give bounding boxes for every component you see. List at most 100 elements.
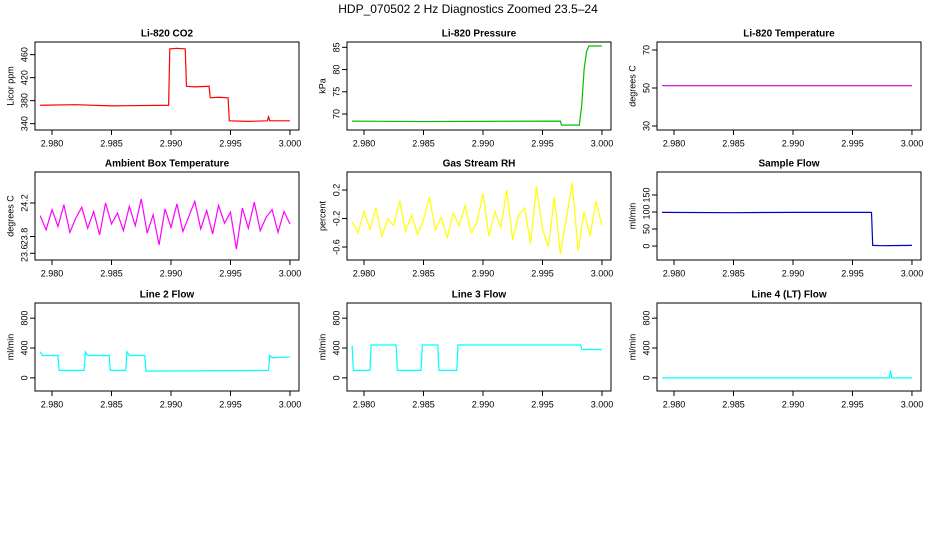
- data-line: [351, 344, 602, 371]
- x-tick-label: 2.980: [663, 138, 686, 148]
- y-tick-label: 150: [641, 187, 651, 202]
- plot-box: [34, 302, 300, 392]
- x-tick-label: 2.995: [841, 138, 864, 148]
- data-line: [662, 370, 912, 379]
- panel-title: Sample Flow: [758, 159, 819, 170]
- x-tick-label: 2.980: [663, 399, 686, 409]
- y-axis-label: degrees C: [5, 195, 15, 237]
- x-tick-label: 3.000: [901, 138, 924, 148]
- x-tick-label: 2.995: [841, 268, 864, 278]
- plot-box: [346, 41, 612, 131]
- x-tick-label: 2.985: [412, 138, 435, 148]
- y-tick-label: -0.6: [331, 239, 341, 255]
- data-line: [351, 182, 603, 255]
- y-tick-label: 50: [641, 83, 651, 93]
- data-line: [662, 211, 912, 247]
- x-tick-label: 2.985: [100, 399, 123, 409]
- y-tick-label: 75: [331, 87, 341, 97]
- y-tick-label: 0: [19, 375, 29, 380]
- plot-box: [34, 41, 300, 131]
- plot-box: [346, 302, 612, 392]
- x-tick-label: 2.990: [472, 268, 495, 278]
- y-tick-label: 70: [641, 45, 651, 55]
- plot-box: [346, 171, 612, 261]
- x-tick-label: 2.980: [663, 268, 686, 278]
- panel-title: Ambient Box Temperature: [105, 159, 230, 170]
- panel-title: Gas Stream RH: [443, 159, 516, 170]
- x-tick-label: 2.980: [41, 399, 64, 409]
- y-tick-label: 340: [19, 116, 29, 131]
- x-tick-label: 2.980: [353, 268, 376, 278]
- y-tick-label: 420: [19, 70, 29, 85]
- x-tick-label: 3.000: [279, 138, 302, 148]
- x-tick-label: 3.000: [591, 138, 614, 148]
- x-tick-label: 2.990: [472, 138, 495, 148]
- data-line: [40, 47, 290, 122]
- y-tick-label: 0: [641, 244, 651, 249]
- y-tick-label: 400: [641, 340, 651, 355]
- y-tick-label: 800: [641, 311, 651, 326]
- x-tick-label: 2.985: [412, 399, 435, 409]
- y-tick-label: 0: [331, 375, 341, 380]
- y-axis-label: ml/min: [317, 334, 327, 361]
- x-tick-label: 2.985: [722, 399, 745, 409]
- y-tick-label: 50: [641, 224, 651, 234]
- plot-box: [656, 41, 922, 131]
- x-tick-label: 2.980: [353, 399, 376, 409]
- x-tick-label: 3.000: [591, 399, 614, 409]
- x-tick-label: 2.980: [353, 138, 376, 148]
- y-tick-label: 800: [19, 311, 29, 326]
- x-tick-label: 2.990: [160, 138, 183, 148]
- y-axis-label: ml/min: [5, 334, 15, 361]
- panel-title: Li-820 CO2: [141, 29, 194, 40]
- x-tick-label: 2.995: [531, 399, 554, 409]
- panel-title: Line 3 Flow: [452, 290, 507, 301]
- x-tick-label: 2.990: [160, 268, 183, 278]
- x-tick-label: 2.990: [782, 399, 805, 409]
- x-tick-label: 2.995: [219, 399, 242, 409]
- y-tick-label: 30: [641, 121, 651, 131]
- x-tick-label: 2.985: [722, 268, 745, 278]
- x-tick-label: 2.995: [531, 138, 554, 148]
- x-tick-label: 2.990: [782, 138, 805, 148]
- y-axis-label: ml/min: [627, 203, 637, 230]
- x-tick-label: 3.000: [279, 399, 302, 409]
- x-tick-label: 2.990: [782, 268, 805, 278]
- x-tick-label: 3.000: [591, 268, 614, 278]
- panel-title: Li-820 Temperature: [743, 29, 835, 40]
- x-tick-label: 2.980: [41, 268, 64, 278]
- x-tick-label: 3.000: [901, 268, 924, 278]
- y-tick-label: 460: [19, 47, 29, 62]
- data-line: [352, 45, 602, 126]
- panel-title: Line 4 (LT) Flow: [751, 290, 827, 301]
- y-axis-label: Licor ppm: [5, 66, 15, 106]
- plot-box: [656, 302, 922, 392]
- plot-box: [656, 171, 922, 261]
- x-tick-label: 2.985: [100, 138, 123, 148]
- data-line: [39, 198, 291, 250]
- y-tick-label: 24.2: [19, 194, 29, 212]
- y-tick-label: 70: [331, 109, 341, 119]
- panel-title: Li-820 Pressure: [442, 29, 517, 40]
- y-tick-label: 400: [331, 340, 341, 355]
- x-tick-label: 3.000: [901, 399, 924, 409]
- y-axis-label: percent: [317, 200, 327, 231]
- x-tick-label: 2.995: [219, 268, 242, 278]
- x-tick-label: 2.980: [41, 138, 64, 148]
- y-tick-label: 0.2: [331, 184, 341, 197]
- x-tick-label: 2.995: [841, 399, 864, 409]
- x-tick-label: 3.000: [279, 268, 302, 278]
- y-tick-label: 100: [641, 205, 651, 220]
- y-tick-label: 0: [641, 375, 651, 380]
- y-tick-label: -0.2: [331, 211, 341, 227]
- x-tick-label: 2.990: [160, 399, 183, 409]
- x-tick-label: 2.995: [531, 268, 554, 278]
- y-tick-label: 23.6: [19, 245, 29, 263]
- main-title: HDP_070502 2 Hz Diagnostics Zoomed 23.5–…: [338, 2, 598, 16]
- panel-title: Line 2 Flow: [140, 290, 195, 301]
- x-tick-label: 2.985: [100, 268, 123, 278]
- y-tick-label: 800: [331, 311, 341, 326]
- y-axis-label: kPa: [317, 78, 327, 94]
